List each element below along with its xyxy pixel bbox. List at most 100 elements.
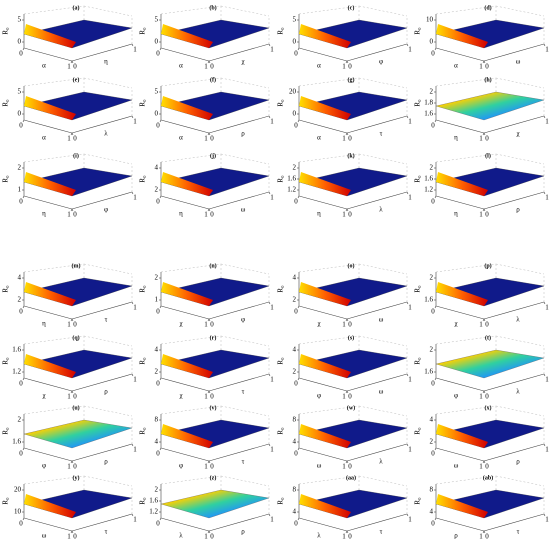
z-tick-label: 8	[293, 416, 297, 424]
x-tick-label: 0	[156, 450, 160, 458]
y-tick-label: 1	[270, 46, 274, 54]
x-tick-label: 0	[431, 380, 435, 388]
z-label: R₀	[139, 175, 147, 183]
axis	[160, 517, 210, 532]
z-tick-label: 1.6	[424, 175, 433, 183]
axis	[208, 115, 270, 134]
y-tick	[543, 443, 546, 447]
surface-edge	[299, 24, 351, 48]
box-edge	[495, 475, 545, 487]
panel-label: (u)	[72, 404, 79, 411]
y-tick-label: 0	[348, 393, 352, 401]
y-tick	[543, 115, 546, 119]
panel-label: (z)	[210, 474, 217, 481]
box-edge	[83, 335, 133, 347]
panel-label: (q)	[72, 334, 79, 341]
z-tick-label: 1.6	[287, 175, 296, 183]
axis	[71, 191, 133, 210]
x-tick-label: 0	[294, 308, 298, 316]
panel-label: (x)	[485, 404, 492, 411]
z-tick-label: 5	[293, 16, 297, 24]
axis	[23, 447, 73, 462]
y-tick	[71, 390, 74, 394]
axis	[435, 447, 485, 462]
panel-label: (ab)	[483, 474, 493, 481]
box-edge	[220, 77, 270, 89]
y-tick-label: 0	[348, 135, 352, 143]
y-tick-label: 0	[485, 211, 489, 219]
y-tick	[131, 373, 134, 377]
y-label: ρ	[104, 388, 108, 396]
z-tick-label: 8	[293, 486, 297, 494]
y-tick-label: 0	[485, 321, 489, 329]
axis	[483, 443, 545, 462]
z-label: R₀	[139, 99, 147, 107]
panel-label: (k)	[347, 152, 354, 159]
x-tick	[434, 195, 437, 199]
y-tick	[346, 318, 349, 322]
x-tick	[22, 47, 25, 51]
x-tick-label: 0	[294, 198, 298, 206]
y-tick	[71, 132, 74, 136]
z-tick-label: 20	[289, 88, 297, 96]
x-tick-label: 1	[204, 463, 208, 471]
x-label: χ	[454, 320, 458, 328]
x-tick-label: 0	[156, 308, 160, 316]
box-edge	[358, 405, 408, 417]
y-tick	[406, 513, 409, 517]
box-edge	[83, 263, 133, 275]
x-tick	[22, 195, 25, 199]
z-tick-label: 2	[293, 296, 297, 304]
surface-edge	[24, 282, 76, 306]
x-tick-label: 0	[294, 122, 298, 130]
y-tick	[208, 390, 211, 394]
x-tick-label: 1	[342, 135, 346, 143]
x-tick-label: 0	[431, 450, 435, 458]
z-tick-label: 5	[155, 16, 159, 24]
y-tick-label: 0	[485, 135, 489, 143]
axis	[483, 43, 545, 62]
x-label: ω	[42, 532, 47, 540]
x-tick	[434, 517, 437, 521]
y-tick-label: 0	[73, 463, 77, 471]
x-label: α	[179, 134, 183, 142]
axis	[208, 301, 270, 320]
axis	[483, 191, 545, 210]
z-tick-label: 1.6	[424, 296, 433, 304]
x-tick	[22, 305, 25, 309]
y-label: τ	[105, 316, 108, 324]
y-tick-label: 1	[545, 46, 549, 54]
x-tick	[297, 517, 300, 521]
x-tick-label: 1	[204, 63, 208, 71]
axis	[298, 447, 348, 462]
z-tick-label: 8	[155, 416, 159, 424]
y-tick	[208, 318, 211, 322]
z-label: R₀	[277, 99, 285, 107]
x-label: η	[317, 210, 321, 218]
y-label: ρ	[241, 528, 245, 536]
axis	[298, 119, 348, 134]
y-tick	[208, 208, 211, 212]
x-tick-label: 0	[156, 50, 160, 58]
y-tick	[483, 60, 486, 64]
axis	[71, 513, 133, 532]
axis	[346, 43, 408, 62]
panel-label: (h)	[484, 76, 491, 83]
y-tick-label: 0	[348, 321, 352, 329]
z-tick-label: 1.6	[424, 110, 433, 118]
z-tick-label: 0	[155, 38, 159, 46]
y-label: λ	[516, 388, 520, 396]
z-tick-label: 1.2	[424, 186, 433, 194]
y-tick-label: 0	[210, 393, 214, 401]
y-tick	[483, 390, 486, 394]
y-label: τ	[380, 528, 383, 536]
panel-label: (j)	[210, 152, 216, 159]
z-tick-label: 4	[155, 164, 159, 172]
y-tick-label: 1	[545, 118, 549, 126]
x-tick-label: 1	[479, 135, 483, 143]
z-tick-label: 4	[293, 346, 297, 354]
axis	[23, 377, 73, 392]
axis	[298, 47, 348, 62]
axis	[23, 195, 73, 210]
axis	[71, 301, 133, 320]
